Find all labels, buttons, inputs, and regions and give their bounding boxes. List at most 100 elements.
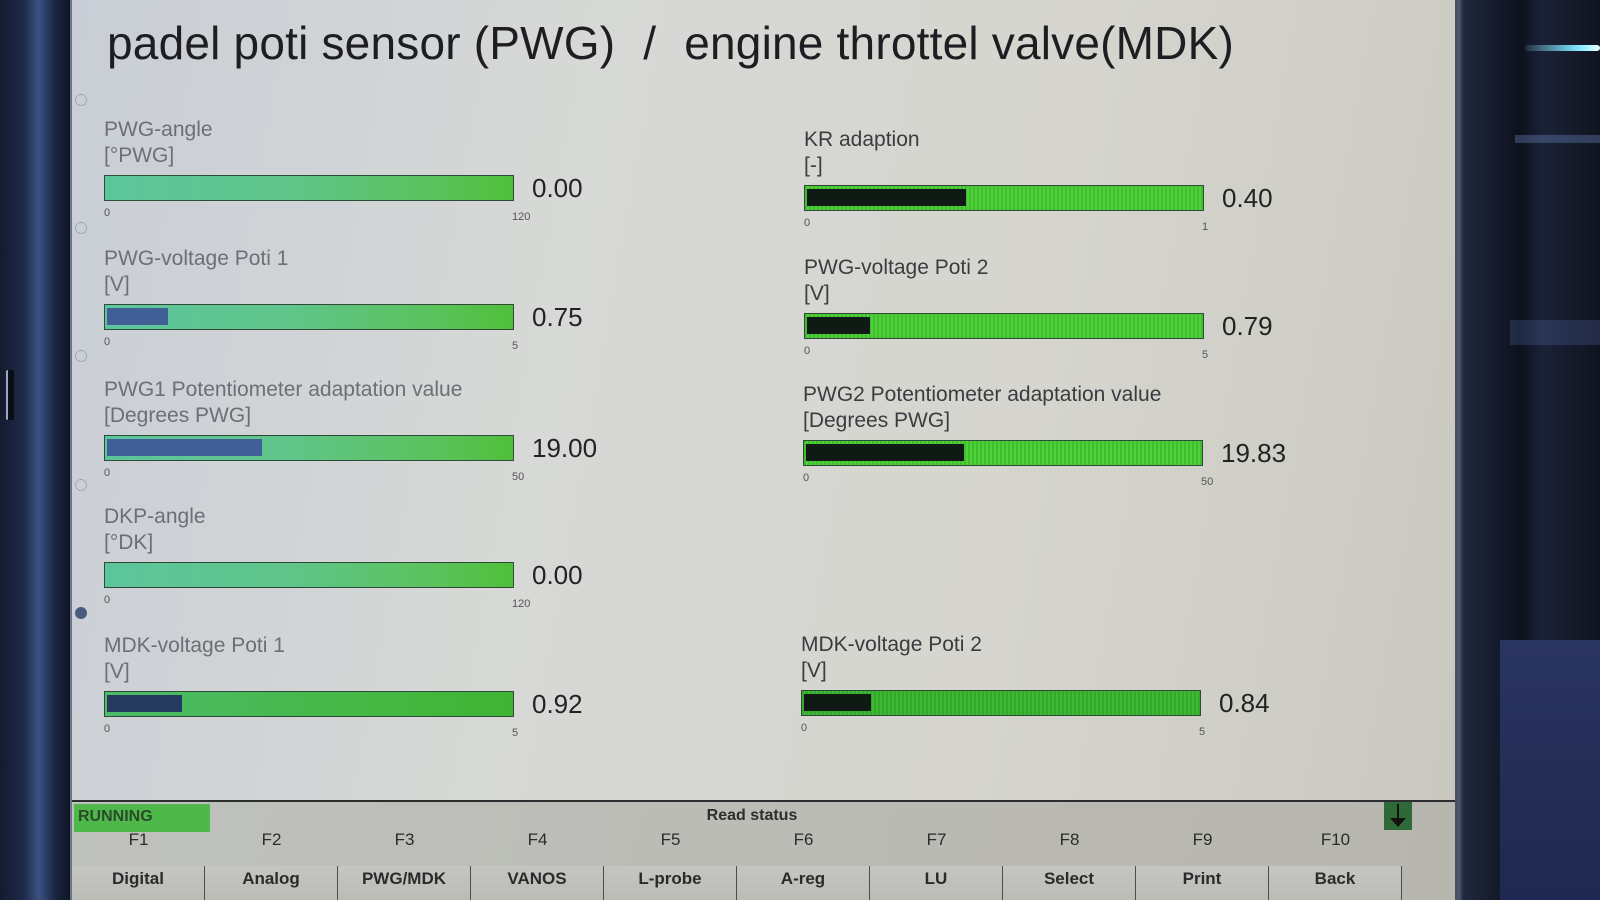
gauge-value: 0.92 [532, 689, 583, 719]
fkey-number: F9 [1192, 830, 1213, 849]
title-separator: / [643, 17, 657, 69]
fkey-label[interactable]: VANOS [471, 866, 604, 900]
scale-min: 0 [104, 336, 111, 348]
gauge-label: MDK-voltage Poti 2 [801, 633, 982, 656]
fkey-number: F4 [527, 830, 548, 849]
gauge-unit: [V] [104, 660, 130, 683]
radio-icon[interactable] [75, 222, 87, 234]
scale-max: 1 [1202, 221, 1209, 233]
gauge-unit: [Degrees PWG] [104, 404, 252, 427]
radio-icon[interactable] [75, 350, 87, 362]
fkey-label[interactable]: Back [1269, 866, 1402, 900]
page-title: padel poti sensor (PWG) / engine throttel … [107, 16, 1234, 70]
radio-icon[interactable] [75, 94, 87, 106]
gauge-pwg2-adaptation: PWG2 Potentiometer adaptation value [Deg… [803, 382, 1323, 488]
fkey-label[interactable]: PWG/MDK [338, 866, 471, 900]
gauge-pwg-angle: PWG-angle [°PWG] 0.00 0 120 [104, 117, 624, 223]
gauge-bar [104, 691, 514, 717]
gauge-value: 19.83 [1221, 438, 1287, 468]
scale-max: 50 [1201, 476, 1214, 488]
gauge-bar [803, 440, 1203, 466]
fkey-number: F3 [394, 830, 415, 849]
bezel-latch [6, 370, 14, 420]
scale-max: 5 [512, 340, 519, 352]
fkey-number: F7 [926, 830, 947, 849]
scale-min: 0 [801, 722, 808, 734]
fkey-f3-pwg-mdk[interactable]: F3 PWG/MDK [338, 830, 471, 900]
gauge-label: KR adaption [804, 128, 920, 151]
gauge-label: DKP-angle [104, 505, 206, 528]
fkey-f8-select[interactable]: F8 Select [1003, 830, 1136, 900]
radio-icon-selected[interactable] [75, 607, 87, 619]
gauge-bar [104, 562, 514, 588]
radio-icon[interactable] [75, 479, 87, 491]
gauge-label: PWG-voltage Poti 1 [104, 247, 289, 270]
fkey-number: F8 [1059, 830, 1080, 849]
fkey-label[interactable]: A-reg [737, 866, 870, 900]
gauge-value: 19.00 [532, 433, 598, 463]
scale-max: 5 [1202, 349, 1209, 361]
gauge-pwg-voltage-poti-1: PWG-voltage Poti 1 [V] 0.75 0 5 [104, 246, 624, 352]
gauge-fill [806, 444, 964, 461]
gauge-mdk-voltage-poti-2: MDK-voltage Poti 2 [V] 0.84 0 5 [801, 632, 1321, 738]
background-car-interior [1455, 0, 1600, 900]
running-status-badge: RUNNING [74, 804, 210, 832]
gauge-label: PWG-angle [104, 118, 213, 141]
gauge-unit: [°PWG] [104, 144, 175, 167]
title-pwg: padel poti sensor (PWG) [107, 17, 616, 69]
gauge-fill [807, 317, 870, 334]
fkey-f9-print[interactable]: F9 Print [1136, 830, 1269, 900]
scale-max: 5 [1199, 726, 1206, 738]
gauge-value: 0.00 [532, 173, 583, 203]
scale-min: 0 [104, 467, 111, 479]
light-reflection [1510, 320, 1600, 345]
fkey-f6-a-reg[interactable]: F6 A-reg [737, 830, 870, 900]
fkey-label[interactable]: LU [870, 866, 1003, 900]
diagnostic-screen: padel poti sensor (PWG) / engine throttel … [70, 0, 1458, 900]
title-mdk: engine throttel valve(MDK) [684, 17, 1234, 69]
fkey-f1-digital[interactable]: F1 Digital [72, 830, 205, 900]
scale-max: 120 [512, 211, 531, 223]
gauge-value: 0.84 [1219, 688, 1270, 718]
gauge-value: 0.40 [1222, 183, 1273, 213]
scale-min: 0 [803, 472, 810, 484]
gauge-label: PWG1 Potentiometer adaptation value [104, 378, 463, 401]
gauge-bar [804, 313, 1204, 339]
gauge-bar [104, 175, 514, 201]
status-bar: RUNNING Read status F1 Digital F2 Analog… [72, 800, 1458, 900]
gauge-fill [804, 694, 871, 711]
gauge-bar [104, 304, 514, 330]
fkey-f5-l-probe[interactable]: F5 L-probe [604, 830, 737, 900]
scale-max: 50 [512, 471, 525, 483]
gauge-bar [804, 185, 1204, 211]
scale-min: 0 [104, 723, 111, 735]
gauge-label: MDK-voltage Poti 1 [104, 634, 285, 657]
gauge-unit: [V] [801, 659, 827, 682]
fkey-label[interactable]: Digital [72, 866, 205, 900]
fkey-label[interactable]: Print [1136, 866, 1269, 900]
fkey-label[interactable]: L-probe [604, 866, 737, 900]
fkey-label[interactable]: Select [1003, 866, 1136, 900]
gauge-unit: [Degrees PWG] [803, 409, 951, 432]
fkey-f10-back[interactable]: F10 Back [1269, 830, 1402, 900]
gauge-value: 0.00 [532, 560, 583, 590]
light-glare [1525, 45, 1600, 51]
fkey-f7-lu[interactable]: F7 LU [870, 830, 1003, 900]
fkey-number: F5 [660, 830, 681, 849]
gauge-fill [107, 695, 183, 712]
gauge-bar [801, 690, 1201, 716]
gauge-unit: [V] [104, 273, 130, 296]
fkey-f2-analog[interactable]: F2 Analog [205, 830, 338, 900]
scale-max: 120 [512, 598, 531, 610]
fkey-label[interactable]: Analog [205, 866, 338, 900]
fkey-number: F1 [128, 830, 149, 849]
arrow-down-icon[interactable] [1384, 802, 1412, 830]
function-key-bar: F1 Digital F2 Analog F3 PWG/MDK F4 VANOS… [72, 830, 1402, 900]
scale-max: 5 [512, 727, 519, 739]
gauge-fill [807, 189, 967, 206]
scale-min: 0 [804, 217, 811, 229]
fkey-number: F2 [261, 830, 282, 849]
scale-min: 0 [804, 345, 811, 357]
gauge-pwg-voltage-poti-2: PWG-voltage Poti 2 [V] 0.79 0 5 [804, 255, 1324, 361]
fkey-f4-vanos[interactable]: F4 VANOS [471, 830, 604, 900]
